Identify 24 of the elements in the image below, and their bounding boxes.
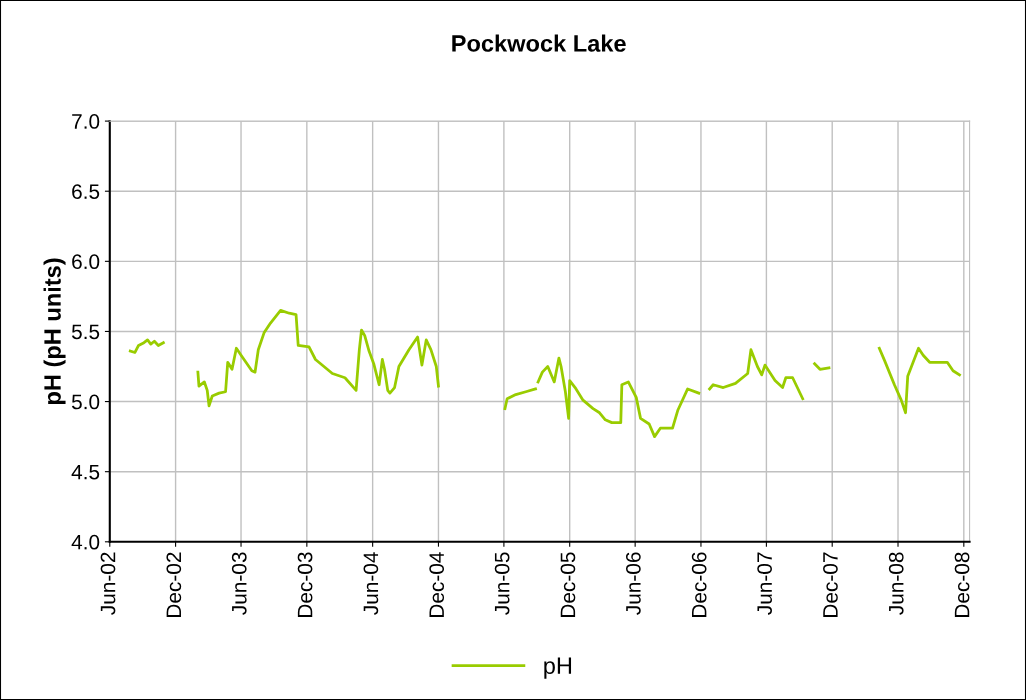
y-tick-label: 6.5 — [72, 184, 100, 199]
x-tick-label: Jun-08 — [888, 552, 904, 615]
y-tick-label: 5.0 — [71, 394, 100, 410]
x-tick-label: Jun-02 — [100, 552, 116, 615]
x-tick-label: Jun-06 — [625, 552, 641, 615]
x-tick-label: Dec-08 — [954, 552, 970, 617]
y-tick-label: 6.0 — [72, 254, 100, 270]
x-tick-label: Jun-03 — [231, 552, 247, 615]
x-tick-label: Dec-04 — [429, 552, 445, 617]
y-tick-label: 4.5 — [71, 464, 100, 480]
y-tick-label: 4.0 — [71, 534, 100, 550]
y-tick-label: 7.0 — [72, 114, 100, 129]
x-tick-label: Jun-07 — [757, 552, 772, 615]
y-axis-title: pH (pH units) — [43, 258, 66, 404]
x-tick-label: Dec-07 — [823, 552, 838, 617]
legend-label: pH — [544, 657, 572, 679]
x-tick-label: Dec-06 — [691, 552, 707, 617]
x-tick-label: Dec-03 — [297, 552, 313, 617]
x-tick-label: Jun-04 — [363, 552, 379, 615]
y-tick-label: 5.5 — [71, 324, 100, 340]
x-tick-label: Dec-05 — [560, 552, 576, 617]
x-tick-label: Dec-02 — [166, 552, 182, 617]
x-tick-label: Jun-05 — [494, 552, 510, 615]
chart-title: Pockwock Lake — [452, 34, 626, 52]
